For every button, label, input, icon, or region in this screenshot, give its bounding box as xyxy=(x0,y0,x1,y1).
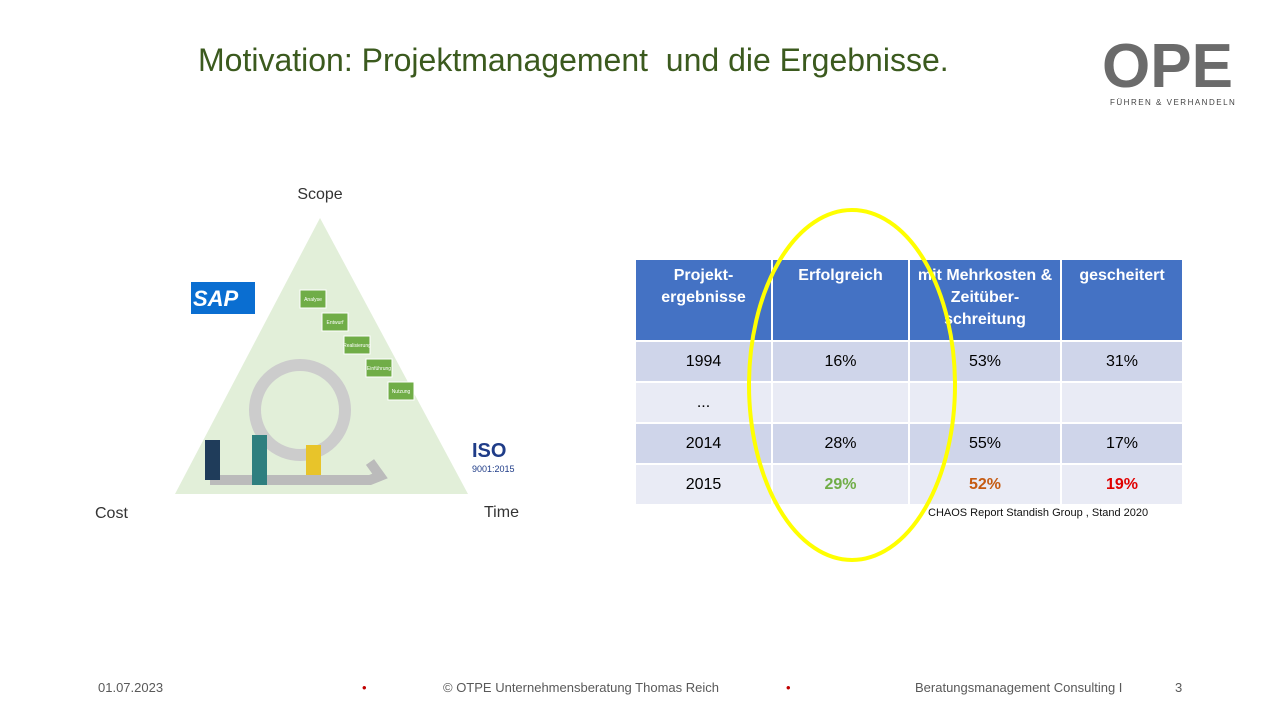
cell: 17% xyxy=(1060,422,1184,465)
iso-sub: 9001:2015 xyxy=(472,464,515,474)
header-row: Projekt-ergebnisse Erfolgreich mit Mehrkos… xyxy=(634,258,1184,342)
step-box xyxy=(343,335,371,355)
row: ... xyxy=(634,381,1184,424)
footer-date: 01.07.2023 xyxy=(98,680,164,695)
sap-logo xyxy=(191,282,255,314)
person xyxy=(306,445,321,475)
step-label: Analyse xyxy=(304,297,322,303)
logo-text: OPE xyxy=(1102,32,1233,101)
cell: 2014 xyxy=(634,422,773,465)
iso-text: ISO xyxy=(472,440,506,462)
step-label: Entwurf xyxy=(327,320,345,326)
sap-text: SAP xyxy=(193,286,239,311)
cell: 53% xyxy=(908,340,1062,383)
highlight-ellipse xyxy=(747,208,957,562)
step-label: Einführung xyxy=(367,366,391,372)
person xyxy=(252,435,267,485)
cell: 52% xyxy=(908,463,1062,506)
header-cell: Erfolgreich xyxy=(771,258,910,342)
source: CHAOS Report Standish Group , Stand 2020 xyxy=(928,507,1149,519)
arrow xyxy=(210,459,388,485)
header-cell: mit Mehrkosten & Zeitüber-schreitung xyxy=(908,258,1062,342)
row: 2015 29% 52% 19% xyxy=(634,463,1184,506)
cycle xyxy=(249,359,351,461)
logo: OPE FÜHREN & VERHANDELN xyxy=(1102,32,1236,107)
cell xyxy=(1060,381,1184,424)
cell: 28% xyxy=(771,422,910,465)
row: 2014 28% 55% 17% xyxy=(634,422,1184,465)
step-label: Realisierung xyxy=(343,343,371,349)
step-box xyxy=(321,312,349,332)
row: 1994 16% 53% 31% xyxy=(634,340,1184,383)
logo-tagline: FÜHREN & VERHANDELN xyxy=(1110,98,1236,107)
highlight xyxy=(747,208,957,562)
bullet: • xyxy=(362,680,367,695)
cell: 55% xyxy=(908,422,1062,465)
scope-label: Scope xyxy=(297,186,342,203)
title: Motivation: Projektmanagement und die Er… xyxy=(198,42,949,78)
header-cell: gescheitert xyxy=(1060,258,1184,342)
triangle xyxy=(175,218,468,494)
page-number: 3 xyxy=(1175,680,1183,695)
cell: 29% xyxy=(771,463,910,506)
bullet: • xyxy=(786,680,791,695)
footer-right: Beratungsmanagement Consulting I xyxy=(915,680,1123,695)
person xyxy=(205,440,220,480)
cell: 19% xyxy=(1060,463,1184,506)
header-cell: Projekt-ergebnisse xyxy=(634,258,773,342)
cell xyxy=(908,381,1062,424)
cell: 16% xyxy=(771,340,910,383)
time-label: Time xyxy=(484,504,519,521)
cost-label: Cost xyxy=(95,505,128,522)
triangle-diagram: Scope Cost Time SAP ISO 9001:2015 Analys… xyxy=(95,186,519,522)
step-label: Nutzung xyxy=(392,389,411,395)
step-box xyxy=(299,289,327,309)
results-table: Projekt-ergebnisse Erfolgreich mit Mehrkos… xyxy=(634,258,1184,506)
cell xyxy=(771,381,910,424)
step-box xyxy=(365,358,393,378)
cell: 31% xyxy=(1060,340,1184,383)
footer-copyright: © OTPE Unternehmensberatung Thomas Reich xyxy=(443,680,719,695)
step-box xyxy=(387,381,415,401)
cell: 2015 xyxy=(634,463,773,506)
